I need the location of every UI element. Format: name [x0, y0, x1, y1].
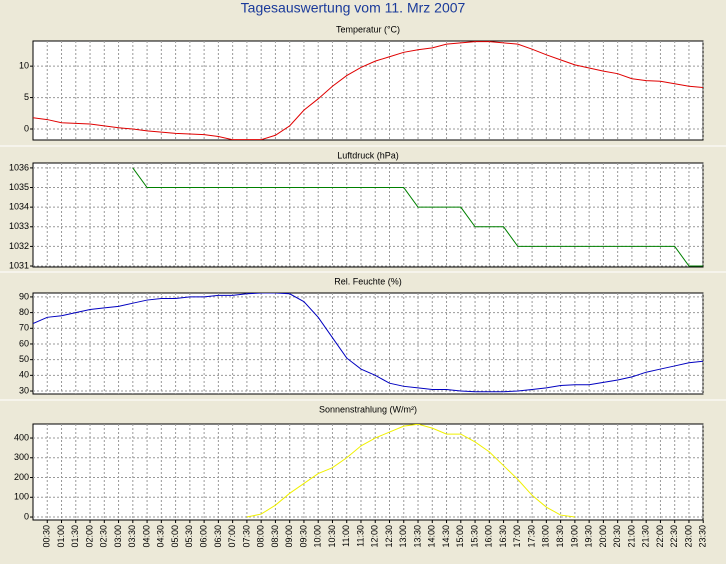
- y-tick-label: 30: [19, 385, 29, 395]
- x-tick-label: 06:00: [198, 525, 208, 548]
- x-tick-label: 14:00: [427, 525, 437, 548]
- y-tick-label: 50: [19, 354, 29, 364]
- x-tick-label: 22:00: [655, 525, 665, 548]
- x-tick-label: 04:00: [141, 525, 151, 548]
- x-tick-label: 03:30: [127, 525, 137, 548]
- y-tick-label: 80: [19, 307, 29, 317]
- y-tick-label: 0: [24, 123, 29, 133]
- x-tick-label: 21:30: [641, 525, 651, 548]
- x-tick-label: 04:30: [156, 525, 166, 548]
- page-title: Tagesauswertung vom 11. Mrz 2007: [241, 0, 466, 16]
- x-tick-label: 03:00: [113, 525, 123, 548]
- x-tick-label: 20:30: [612, 525, 622, 548]
- x-tick-label: 12:30: [384, 525, 394, 548]
- x-tick-label: 02:30: [99, 525, 109, 548]
- plot-area: [32, 292, 704, 395]
- plot-area: [32, 40, 704, 141]
- y-tick-label: 5: [24, 92, 29, 102]
- x-tick-label: 05:00: [170, 525, 180, 548]
- plot-area: [32, 423, 704, 521]
- y-tick-label: 300: [14, 452, 29, 462]
- y-tick-label: 200: [14, 472, 29, 482]
- x-tick-label: 11:00: [341, 525, 351, 547]
- data-line: [33, 293, 703, 393]
- y-tick-label: 100: [14, 492, 29, 502]
- panel-title: Rel. Feuchte (%): [334, 276, 402, 286]
- y-tick-label: 40: [19, 370, 29, 380]
- x-tick-label: 07:00: [227, 525, 237, 548]
- data-line: [132, 167, 703, 267]
- y-tick-label: 60: [19, 338, 29, 348]
- x-tick-label: 10:30: [327, 525, 337, 548]
- y-tick-label: 70: [19, 323, 29, 333]
- y-tick-label: 1032: [9, 241, 29, 251]
- data-line: [33, 41, 703, 140]
- x-tick-label: 12:00: [370, 525, 380, 548]
- y-tick-label: 1036: [9, 162, 29, 172]
- x-tick-label: 23:00: [683, 525, 693, 548]
- x-tick-label: 21:00: [626, 525, 636, 548]
- y-tick-label: 0: [24, 511, 29, 521]
- x-tick-label: 07:30: [241, 525, 251, 548]
- x-tick-label: 09:30: [298, 525, 308, 548]
- y-tick-label: 1033: [9, 221, 29, 231]
- y-tick-label: 400: [14, 432, 29, 442]
- y-tick-label: 1034: [9, 202, 29, 212]
- x-tick-label: 01:30: [70, 525, 80, 548]
- x-tick-label: 09:00: [284, 525, 294, 548]
- y-tick-label: 10: [19, 61, 29, 71]
- x-tick-label: 23:30: [698, 525, 708, 548]
- x-tick-label: 17:00: [512, 525, 522, 548]
- x-tick-label: 13:00: [398, 525, 408, 548]
- x-tick-label: 15:30: [469, 525, 479, 548]
- x-tick-label: 16:30: [498, 525, 508, 548]
- x-tick-label: 15:00: [455, 525, 465, 548]
- x-tick-label: 17:30: [526, 525, 536, 548]
- y-tick-label: 1035: [9, 182, 29, 192]
- x-tick-label: 02:00: [84, 525, 94, 548]
- x-tick-label: 20:00: [598, 525, 608, 548]
- x-tick-label: 08:30: [270, 525, 280, 548]
- x-tick-label: 10:00: [313, 525, 323, 548]
- x-tick-label: 22:30: [669, 525, 679, 548]
- panel-title: Temperatur (°C): [336, 24, 400, 34]
- y-tick-label: 1031: [9, 260, 29, 270]
- x-tick-label: 05:30: [184, 525, 194, 548]
- x-tick-label: 06:30: [213, 525, 223, 548]
- y-tick-label: 90: [19, 291, 29, 301]
- x-tick-label: 19:30: [584, 525, 594, 548]
- x-tick-label: 00:30: [42, 525, 52, 548]
- x-tick-label: 08:00: [256, 525, 266, 548]
- x-tick-label: 14:30: [441, 525, 451, 548]
- plot-area: [32, 162, 704, 268]
- x-tick-label: 01:00: [56, 525, 66, 548]
- x-tick-label: 11:30: [355, 525, 365, 547]
- x-tick-label: 19:00: [569, 525, 579, 548]
- x-tick-label: 18:30: [555, 525, 565, 548]
- panel-title: Sonnenstrahlung (W/m²): [319, 404, 417, 414]
- x-tick-label: 16:00: [484, 525, 494, 548]
- panel-title: Luftdruck (hPa): [337, 150, 399, 160]
- x-tick-label: 13:30: [412, 525, 422, 548]
- data-line: [246, 424, 575, 518]
- x-tick-label: 18:00: [541, 525, 551, 548]
